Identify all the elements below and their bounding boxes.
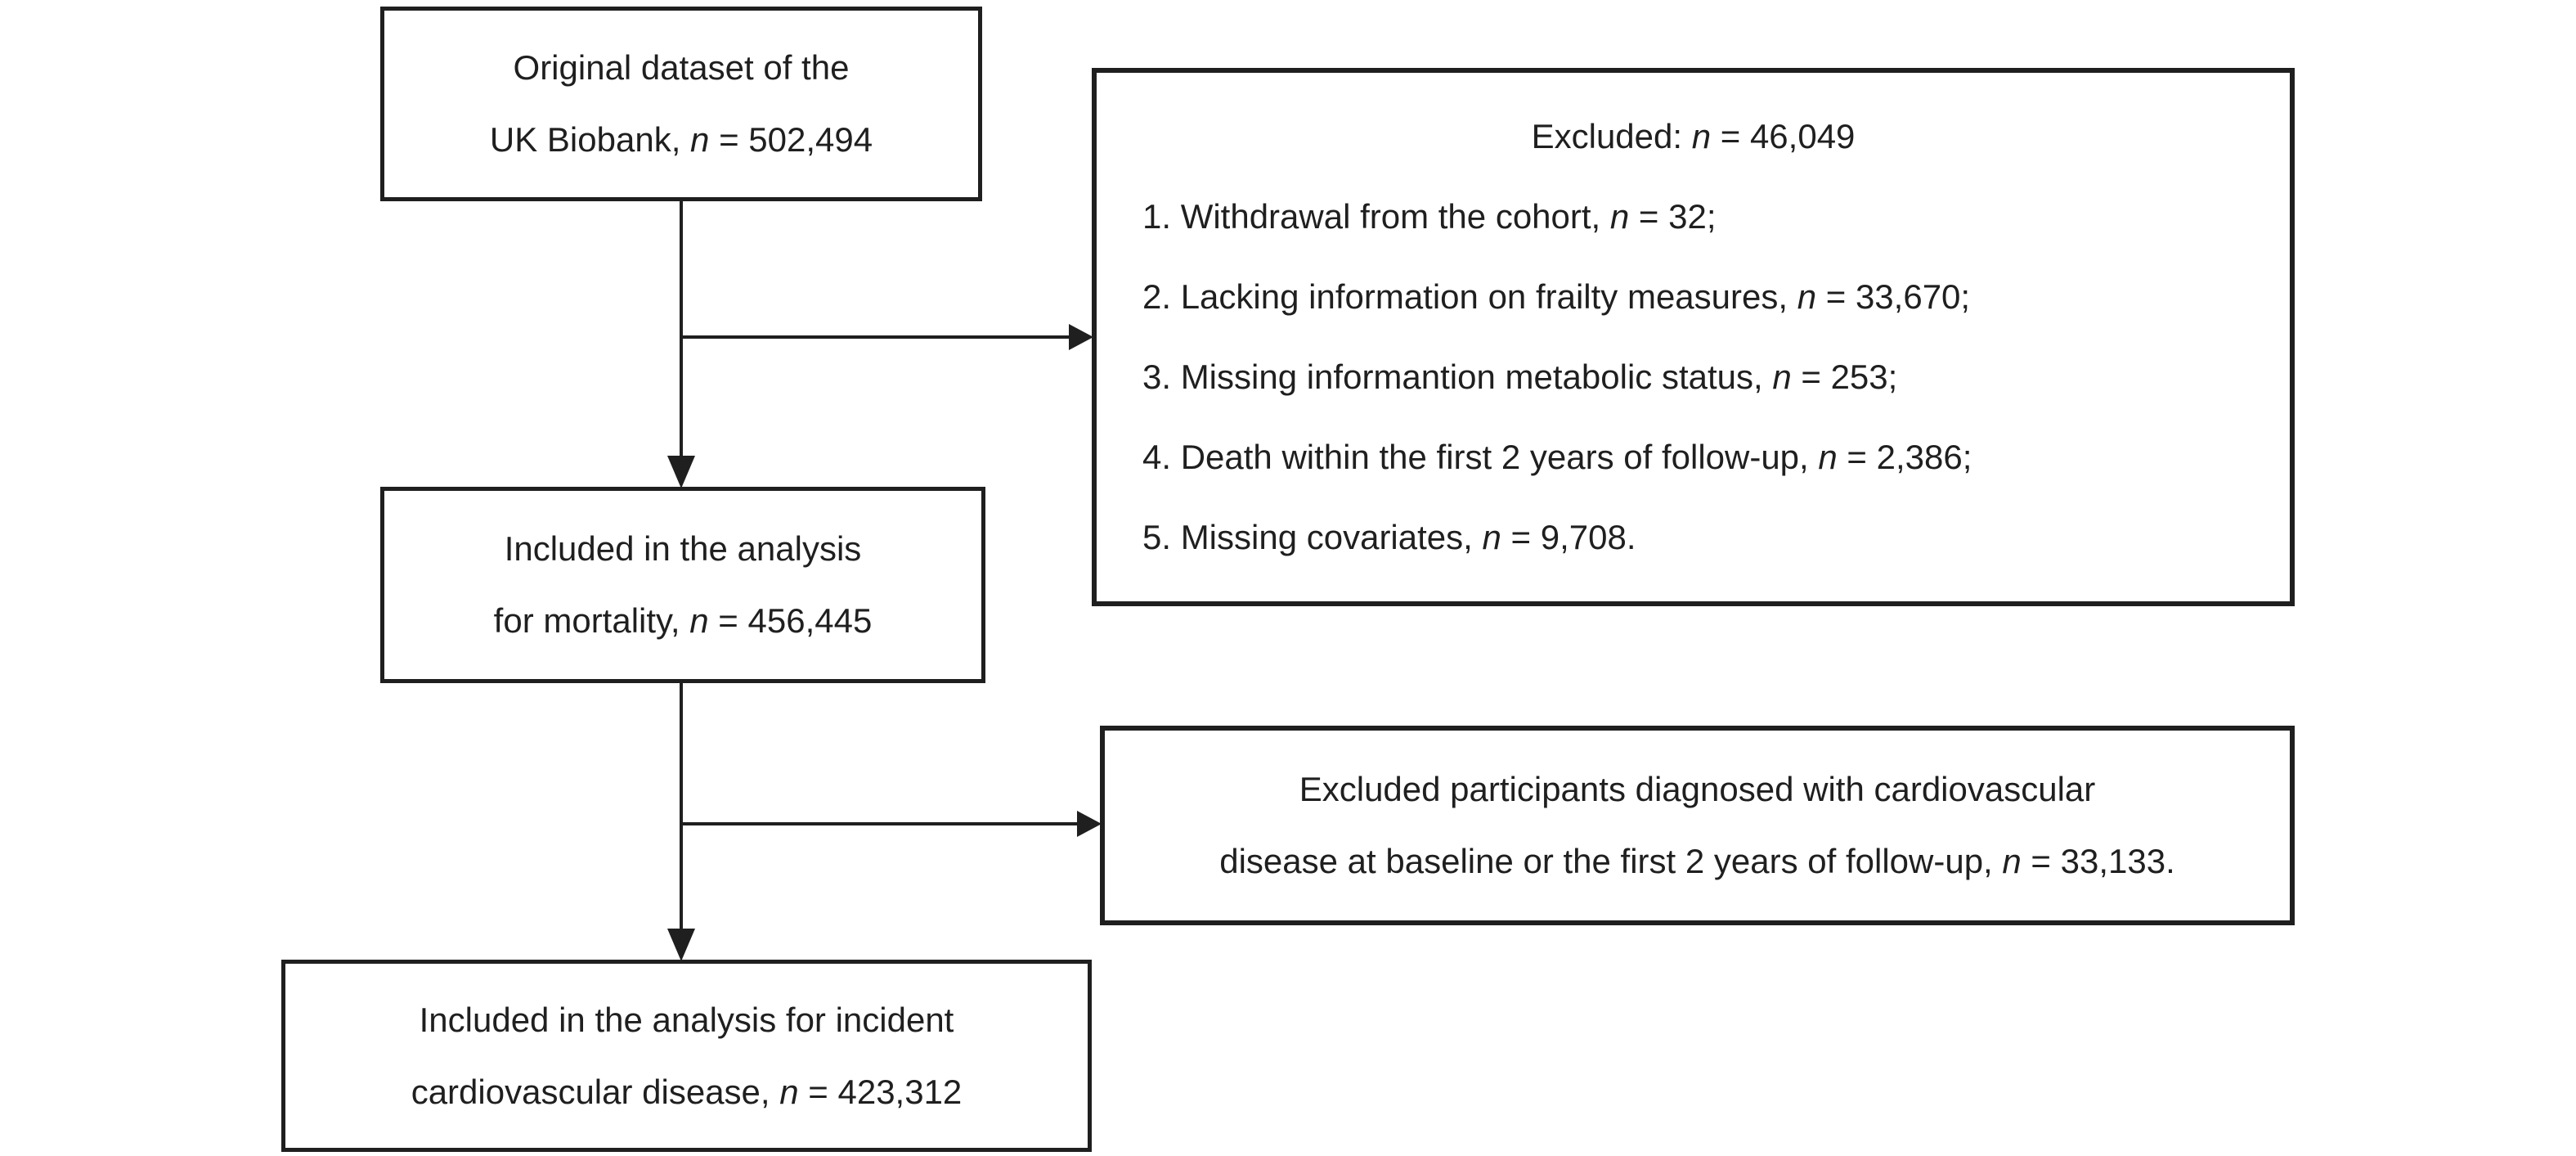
down-arrowhead-2 [667, 929, 695, 961]
mortality-line-1: Included in the analysis [384, 513, 981, 585]
box-text: UK Biobank, [489, 120, 691, 159]
box-text: Included in the analysis [504, 529, 862, 568]
box-text: for mortality, [493, 601, 690, 640]
n-symbol: n [690, 120, 710, 159]
box-text: 1. Withdrawal from the cohort, [1142, 197, 1610, 236]
n-value: = 253; [1791, 358, 1898, 396]
incident-cvd-line-2: cardiovascular disease, n = 423,312 [285, 1056, 1088, 1128]
original-dataset-line-1: Original dataset of the [384, 32, 978, 104]
mortality-analysis-box: Included in the analysis for mortality, … [380, 487, 985, 683]
n-symbol: n [779, 1072, 799, 1111]
exclusion-item-4: 4. Death within the first 2 years of fol… [1097, 417, 2290, 497]
n-symbol: n [1797, 277, 1817, 316]
box-text: 5. Missing covariates, [1142, 518, 1483, 556]
n-value: = 46,049 [1711, 117, 1856, 155]
box-text: cardiovascular disease, [411, 1072, 780, 1111]
n-value: = 33,133. [2021, 842, 2175, 880]
box-text: Included in the analysis for incident [419, 1000, 954, 1039]
n-symbol: n [1818, 438, 1838, 476]
exclusion-item-5: 5. Missing covariates, n = 9,708. [1097, 497, 2290, 578]
down-arrowhead-1 [667, 456, 695, 488]
n-value: = 423,312 [798, 1072, 963, 1111]
n-value: = 9,708. [1501, 518, 1636, 556]
excluded-cvd-line-1: Excluded participants diagnosed with car… [1105, 753, 2290, 825]
incident-cvd-analysis-box: Included in the analysis for incident ca… [281, 960, 1092, 1152]
incident-cvd-line-1: Included in the analysis for incident [285, 984, 1088, 1056]
n-symbol: n [2002, 842, 2022, 880]
n-value: = 33,670; [1816, 277, 1971, 316]
n-symbol: n [1482, 518, 1501, 556]
excluded-reasons-box: Excluded: n = 46,049 1. Withdrawal from … [1092, 68, 2295, 606]
n-symbol: n [1609, 197, 1630, 236]
excluded-cvd-baseline-box: Excluded participants diagnosed with car… [1100, 726, 2295, 925]
n-value: = 2,386; [1837, 438, 1972, 476]
exclusion-item-3: 3. Missing informantion metabolic status… [1097, 337, 2290, 417]
n-symbol: n [689, 601, 709, 640]
box-text: 2. Lacking information on frailty measur… [1142, 277, 1797, 316]
box-text: Excluded participants diagnosed with car… [1299, 770, 2096, 808]
original-dataset-line-2: UK Biobank, n = 502,494 [384, 104, 978, 176]
box-text: 4. Death within the first 2 years of fol… [1142, 438, 1819, 476]
box-text: 3. Missing informantion metabolic status… [1142, 358, 1773, 396]
n-value: = 456,445 [708, 601, 873, 640]
original-dataset-box: Original dataset of the UK Biobank, n = … [380, 7, 982, 201]
excluded-title: Excluded: n = 46,049 [1097, 97, 2290, 177]
right-arrowhead-1 [1069, 324, 1093, 350]
exclusion-item-1: 1. Withdrawal from the cohort, n = 32; [1097, 177, 2290, 257]
exclusion-item-2: 2. Lacking information on frailty measur… [1097, 257, 2290, 337]
n-symbol: n [1691, 117, 1712, 155]
box-text: disease at baseline or the first 2 years… [1219, 842, 2003, 880]
n-value: = 32; [1629, 197, 1717, 236]
n-value: = 502,494 [709, 120, 873, 159]
n-symbol: n [1772, 358, 1792, 396]
excluded-cvd-line-2: disease at baseline or the first 2 years… [1105, 825, 2290, 897]
right-arrowhead-2 [1077, 811, 1102, 837]
mortality-line-2: for mortality, n = 456,445 [384, 585, 981, 657]
box-text: Excluded: [1531, 117, 1692, 155]
box-text: Original dataset of the [513, 48, 850, 87]
